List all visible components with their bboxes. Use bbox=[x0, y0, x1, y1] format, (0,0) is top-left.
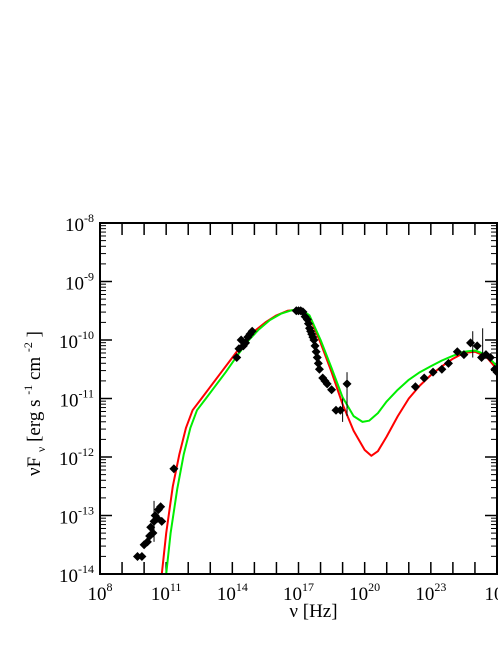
y-tick-label-base: 10 bbox=[59, 508, 78, 529]
y-tick-label: 10-8 bbox=[65, 211, 94, 236]
x-tick-label-exp: 11 bbox=[170, 580, 182, 594]
data-point bbox=[311, 347, 321, 357]
y-label-sup2: -2 bbox=[21, 342, 35, 352]
x-tick-label: 108 bbox=[88, 580, 113, 605]
x-tick-label-exp: 14 bbox=[236, 580, 248, 594]
x-tick-label: 1011 bbox=[151, 580, 182, 605]
data-point bbox=[459, 350, 469, 360]
y-tick-label: 10-10 bbox=[59, 328, 94, 353]
data-point bbox=[169, 464, 179, 474]
data-point bbox=[428, 367, 438, 377]
data-point bbox=[314, 364, 324, 374]
y-tick-label-base: 10 bbox=[59, 332, 78, 353]
data-point bbox=[342, 379, 352, 389]
x-tick-label-exp: 8 bbox=[107, 580, 113, 594]
y-label-mid2: cm bbox=[24, 357, 45, 380]
data-point bbox=[313, 358, 323, 368]
green-model-curve bbox=[165, 308, 497, 574]
y-label-end: ] bbox=[24, 331, 45, 337]
data-point bbox=[327, 385, 337, 395]
y-tick-label-exp: -9 bbox=[84, 270, 94, 284]
y-tick-label-base: 10 bbox=[59, 391, 78, 412]
x-axis-label-main: ν [Hz] bbox=[289, 601, 337, 622]
data-point bbox=[312, 353, 322, 363]
y-tick-label-base: 10 bbox=[59, 566, 78, 587]
data-points bbox=[132, 306, 497, 561]
data-point bbox=[322, 379, 332, 389]
data-point bbox=[309, 335, 319, 345]
y-tick-label: 10-9 bbox=[65, 270, 94, 295]
y-tick-label: 10-13 bbox=[59, 504, 94, 529]
data-point bbox=[472, 341, 482, 351]
x-tick-label: 102 bbox=[485, 580, 498, 605]
y-tick-label-exp: -11 bbox=[78, 387, 94, 401]
data-point bbox=[452, 347, 462, 357]
x-tick-label-base: 10 bbox=[485, 584, 498, 605]
red-model-curve bbox=[160, 308, 497, 574]
data-point bbox=[157, 516, 167, 526]
y-tick-label-exp: -10 bbox=[78, 328, 94, 342]
data-point bbox=[410, 382, 420, 392]
data-point bbox=[492, 367, 497, 377]
data-point bbox=[137, 551, 147, 561]
y-tick-label-exp: -12 bbox=[78, 445, 94, 459]
x-tick-label-base: 10 bbox=[349, 584, 368, 605]
x-tick-label-exp: 17 bbox=[302, 580, 314, 594]
y-tick-label-exp: -14 bbox=[78, 562, 94, 576]
y-tick-label-exp: -13 bbox=[78, 504, 94, 518]
data-point bbox=[247, 326, 257, 336]
y-tick-label: 10-12 bbox=[59, 445, 94, 470]
data-point bbox=[232, 353, 242, 363]
y-label-sub: ν bbox=[34, 446, 48, 452]
y-tick-label-exp: -8 bbox=[84, 211, 94, 225]
x-tick-label-exp: 20 bbox=[368, 580, 380, 594]
data-point bbox=[437, 364, 447, 374]
x-axis-label: ν [Hz] bbox=[289, 601, 337, 622]
x-tick-label: 1020 bbox=[349, 580, 380, 605]
data-point bbox=[485, 353, 495, 363]
x-tick-label-base: 10 bbox=[151, 584, 170, 605]
y-tick-label: 10-14 bbox=[59, 562, 94, 587]
data-point bbox=[310, 341, 320, 351]
x-tick-label-base: 10 bbox=[415, 584, 434, 605]
data-point bbox=[335, 405, 345, 415]
y-label-mid1: [erg s bbox=[24, 400, 45, 442]
x-tick-label: 1014 bbox=[217, 580, 248, 605]
x-tick-label-base: 10 bbox=[88, 584, 107, 605]
x-tick-label-base: 10 bbox=[217, 584, 236, 605]
x-tick-label: 1017 bbox=[283, 580, 314, 605]
tick-labels: 1081011101410171020102310210-810-910-101… bbox=[59, 211, 498, 605]
x-tick-label: 1023 bbox=[415, 580, 446, 605]
y-label-nu: νF bbox=[24, 457, 45, 476]
y-tick-label-base: 10 bbox=[59, 449, 78, 470]
data-point bbox=[466, 338, 476, 348]
y-label-sup1: -1 bbox=[21, 385, 35, 395]
data-point bbox=[148, 528, 158, 538]
data-point bbox=[443, 358, 453, 368]
y-tick-label: 10-11 bbox=[59, 387, 94, 412]
y-tick-label-base: 10 bbox=[65, 274, 84, 295]
data-point bbox=[156, 502, 166, 512]
x-tick-label-base: 10 bbox=[283, 584, 302, 605]
x-tick-label-exp: 23 bbox=[434, 580, 446, 594]
y-axis-label: νF ν [erg s -1 cm -2 ] bbox=[16, 331, 50, 476]
y-tick-label-base: 10 bbox=[65, 215, 84, 236]
plot-frame bbox=[99, 222, 498, 575]
data-point bbox=[419, 373, 429, 383]
model-curves bbox=[160, 308, 497, 574]
